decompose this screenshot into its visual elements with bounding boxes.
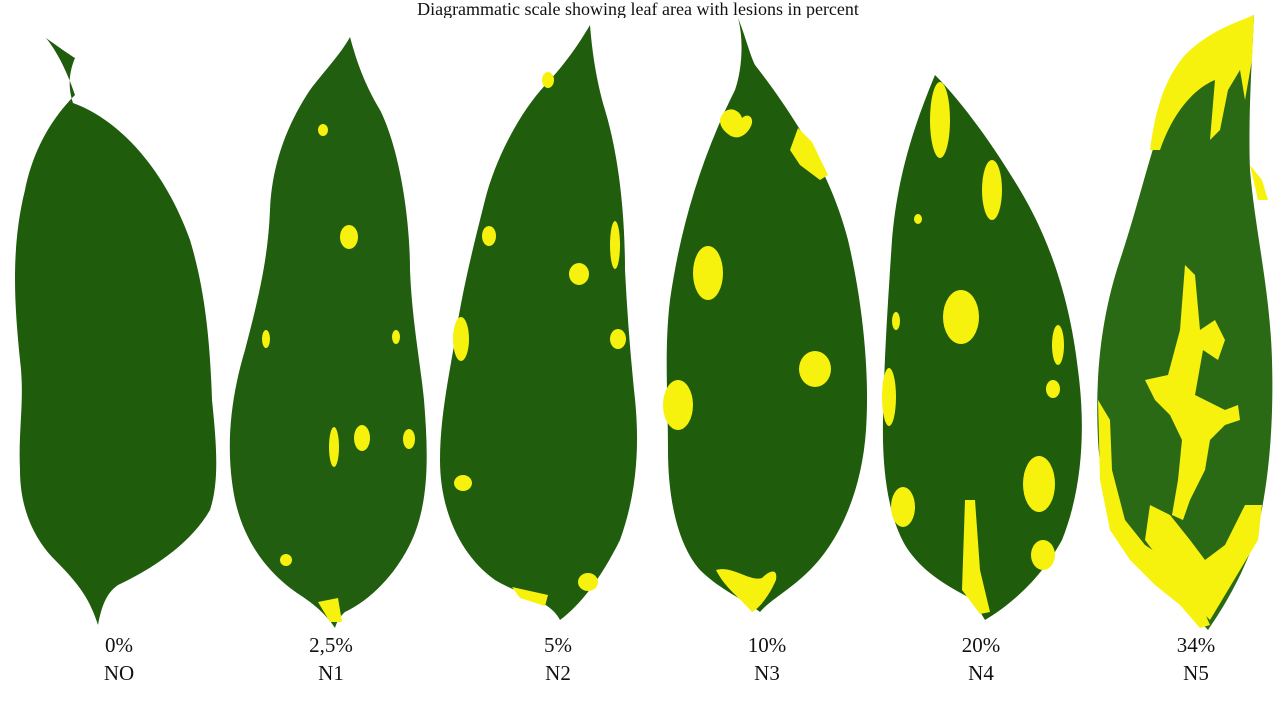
leaf-n2-level: N2	[545, 661, 571, 685]
leaf-n1-severity: 2,5%	[309, 633, 353, 657]
leaf-n2	[440, 25, 638, 620]
leaf-n5-severity: 34%	[1176, 633, 1216, 657]
leaf-n4-level: N4	[968, 661, 994, 685]
leaf-n1-level: N1	[318, 661, 344, 685]
leaf-n0-blade	[15, 38, 217, 625]
leaf-n2-lesions	[453, 72, 626, 606]
leaf-n3-severity: 10%	[747, 633, 787, 657]
figure-caption-partial: Diagrammatic scale showing leaf area wit…	[417, 0, 859, 18]
leaf-n2-severity: 5%	[544, 633, 572, 657]
leaf-n5	[1097, 15, 1273, 630]
leaf-n2-blade	[440, 25, 638, 620]
leaf-n3-blade	[666, 18, 868, 612]
leaf-n1-label: 2,5% N1	[271, 631, 391, 687]
leaf-n3-level: N3	[754, 661, 780, 685]
leaf-n4	[882, 75, 1082, 620]
leaf-n4-label: 20% N4	[921, 631, 1041, 687]
leaf-n1	[229, 37, 427, 628]
leaf-n3	[663, 18, 868, 612]
leaf-n4-blade	[882, 75, 1082, 620]
leaf-n1-blade	[229, 37, 427, 628]
leaf-n4-severity: 20%	[961, 633, 1001, 657]
leaf-n4-lesions	[882, 82, 1064, 614]
leaf-n5-level: N5	[1183, 661, 1209, 685]
leaf-n0-severity: 0%	[105, 633, 133, 657]
leaf-n1-lesions	[262, 124, 415, 622]
leaf-n0	[15, 38, 217, 625]
leaf-n3-label: 10% N3	[707, 631, 827, 687]
leaf-n5-label: 34% N5	[1136, 631, 1256, 687]
leaf-n3-lesions	[663, 109, 831, 612]
leaf-n5-lesions	[1098, 15, 1268, 628]
leaf-n0-level: NO	[103, 661, 135, 685]
leaf-n0-label: 0% NO	[59, 631, 179, 687]
leaf-n2-label: 5% N2	[498, 631, 618, 687]
